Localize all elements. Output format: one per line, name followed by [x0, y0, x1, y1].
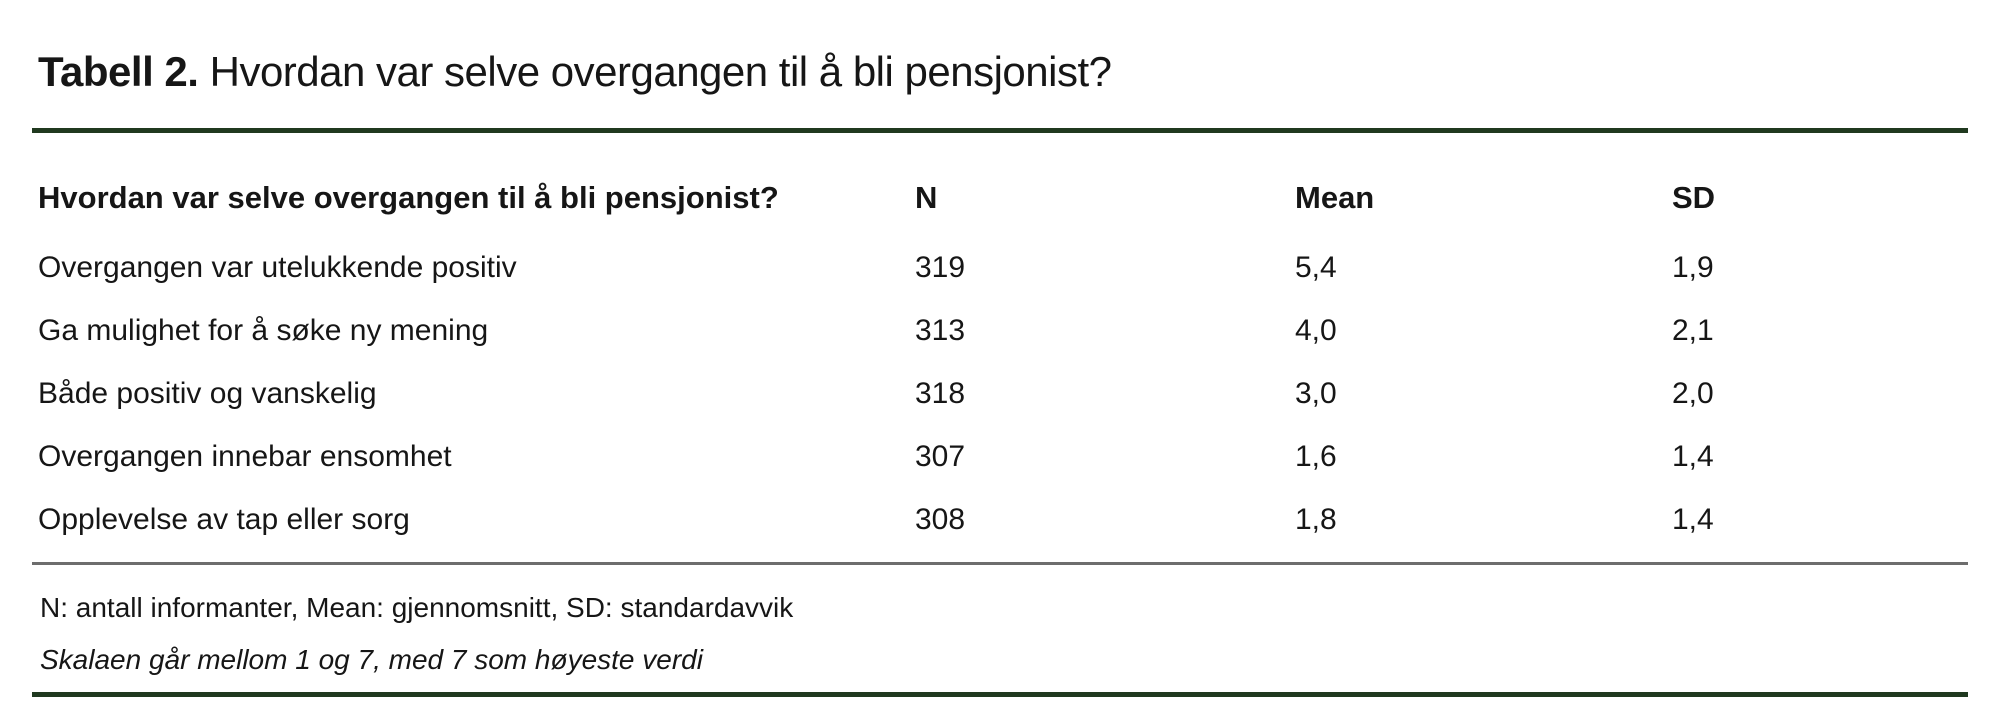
abbreviations-note: N: antall informanter, Mean: gjennomsnit…	[40, 592, 794, 623]
table-title: Tabell 2. Hvordan var selve overgangen t…	[38, 48, 1112, 96]
row-sd-value: 1,4	[1672, 440, 1714, 473]
scale-note: Skalaen går mellom 1 og 7, med 7 som høy…	[40, 644, 703, 675]
row-mean-value: 1,6	[1295, 440, 1337, 473]
table-title-text: Hvordan var selve overgangen til å bli p…	[198, 48, 1112, 95]
column-header-mean: Mean	[1295, 179, 1375, 215]
row-sd-value: 1,9	[1672, 251, 1714, 284]
row-label: Ga mulighet for å søke ny mening	[38, 314, 489, 347]
row-n-value: 307	[915, 440, 966, 473]
column-header-question: Hvordan var selve overgangen til å bli p…	[38, 179, 779, 215]
row-label: Opplevelse av tap eller sorg	[38, 503, 410, 536]
row-sd-value: 2,0	[1672, 377, 1714, 410]
row-n-value: 319	[915, 251, 966, 284]
statistics-table: Hvordan var selve overgangen til å bli p…	[38, 160, 1968, 551]
row-label: Overgangen innebar ensomhet	[38, 440, 452, 473]
row-n-value: 313	[915, 314, 966, 347]
row-sd-value: 1,4	[1672, 503, 1714, 536]
notes-divider-rule	[32, 562, 1968, 565]
row-mean-value: 5,4	[1295, 251, 1337, 284]
row-n-value: 308	[915, 503, 966, 536]
row-label: Både positiv og vanskelig	[38, 377, 377, 410]
row-mean-value: 4,0	[1295, 314, 1337, 347]
row-n-value: 318	[915, 377, 966, 410]
row-label: Overgangen var utelukkende positiv	[38, 251, 517, 284]
row-mean-value: 1,8	[1295, 503, 1337, 536]
row-mean-value: 3,0	[1295, 377, 1337, 410]
column-header-n: N	[915, 179, 938, 215]
bottom-rule	[32, 692, 1968, 697]
row-sd-value: 2,1	[1672, 314, 1714, 347]
table-title-number: Tabell 2.	[38, 48, 199, 95]
top-rule	[32, 128, 1968, 133]
column-header-sd: SD	[1672, 179, 1716, 215]
